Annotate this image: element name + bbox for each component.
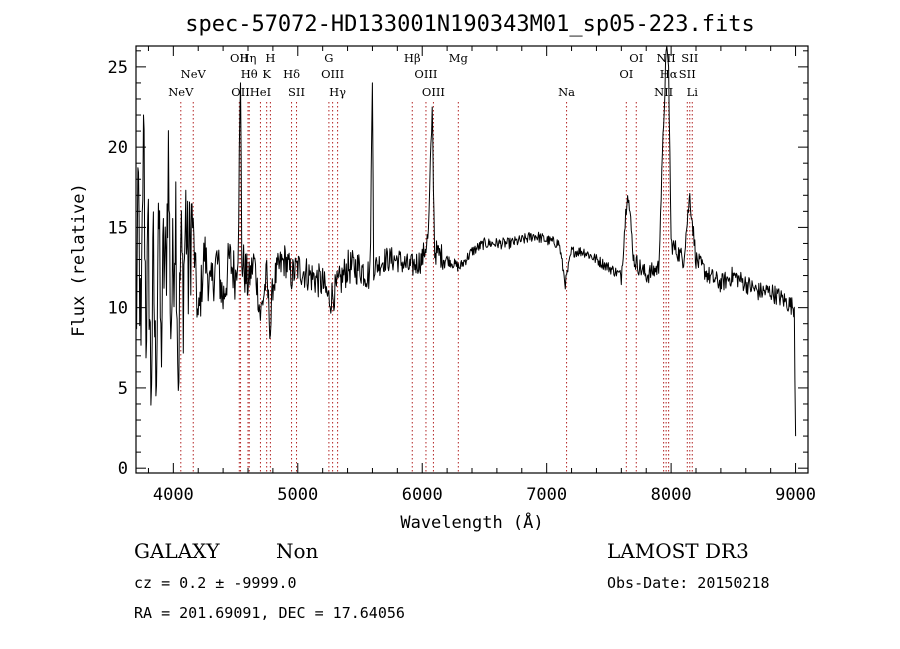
y-tick-label-20: 20 xyxy=(108,138,128,158)
x-tick-label-9000: 9000 xyxy=(775,485,816,505)
line-marker-label-1: NeV xyxy=(181,67,207,81)
line-marker-label-12: OIII xyxy=(321,67,344,81)
redshift-readout: cz = 0.2 ± -9999.0 xyxy=(134,574,297,592)
line-marker-label-10: SII xyxy=(288,85,305,99)
line-marker-label-2: OII xyxy=(230,51,249,65)
y-tick-label-25: 25 xyxy=(108,58,128,78)
y-tick-label-0: 0 xyxy=(118,459,128,479)
object-subclass: Non xyxy=(276,539,319,563)
line-markers xyxy=(180,102,693,473)
line-marker-label-16: OIII xyxy=(422,85,445,99)
x-tick-label-7000: 7000 xyxy=(526,485,567,505)
spectrum-series xyxy=(135,45,797,437)
x-axis-label: Wavelength (Å) xyxy=(400,511,543,533)
spectrum-line xyxy=(135,45,797,437)
line-marker-label-23: NII xyxy=(654,85,673,99)
plot-frame xyxy=(135,45,809,474)
line-marker-label-9: Hδ xyxy=(283,67,300,81)
line-marker-label-19: OI xyxy=(629,51,643,65)
line-marker-label-26: Li xyxy=(687,85,699,99)
survey-name: LAMOST DR3 xyxy=(607,539,749,563)
line-marker-label-25: SII xyxy=(679,67,696,81)
line-marker-label-14: Hβ xyxy=(404,51,421,65)
line-marker-label-4: Hη xyxy=(240,51,257,65)
x-tick-label-5000: 5000 xyxy=(277,485,318,505)
line-marker-label-15: OIII xyxy=(414,67,437,81)
coordinates-readout: RA = 201.69091, DEC = 17.64056 xyxy=(134,604,405,622)
line-marker-label-18: Na xyxy=(558,85,575,99)
x-tick-label-6000: 6000 xyxy=(402,485,443,505)
line-marker-label-20: OI xyxy=(619,67,633,81)
line-marker-label-17: Mg xyxy=(449,51,469,65)
line-marker-label-13: Hγ xyxy=(329,85,346,99)
object-class: GALAXY xyxy=(134,539,220,563)
line-marker-label-5: Hθ xyxy=(241,67,258,81)
line-marker-label-24: SII xyxy=(681,51,698,65)
line-marker-label-6: HeI xyxy=(250,85,271,99)
line-marker-label-8: K xyxy=(262,67,271,81)
x-tick-label-8000: 8000 xyxy=(651,485,692,505)
observation-date: Obs-Date: 20150218 xyxy=(607,574,770,592)
y-tick-label-5: 5 xyxy=(118,379,128,399)
chart-title: spec-57072-HD133001N190343M01_sp05-223.f… xyxy=(185,12,755,37)
y-axis-ticks: 0 5 10 15 20 25 xyxy=(108,50,808,479)
x-tick-label-4000: 4000 xyxy=(153,485,194,505)
y-axis-label: Flux (relative) xyxy=(69,183,89,337)
y-tick-label-15: 15 xyxy=(108,218,128,238)
line-marker-label-0: NeV xyxy=(168,85,194,99)
y-tick-label-10: 10 xyxy=(108,299,128,319)
line-marker-label-7: H xyxy=(265,51,275,65)
line-marker-label-11: G xyxy=(324,51,333,65)
x-axis-ticks: 4000 5000 6000 7000 8000 9000 xyxy=(147,46,816,505)
